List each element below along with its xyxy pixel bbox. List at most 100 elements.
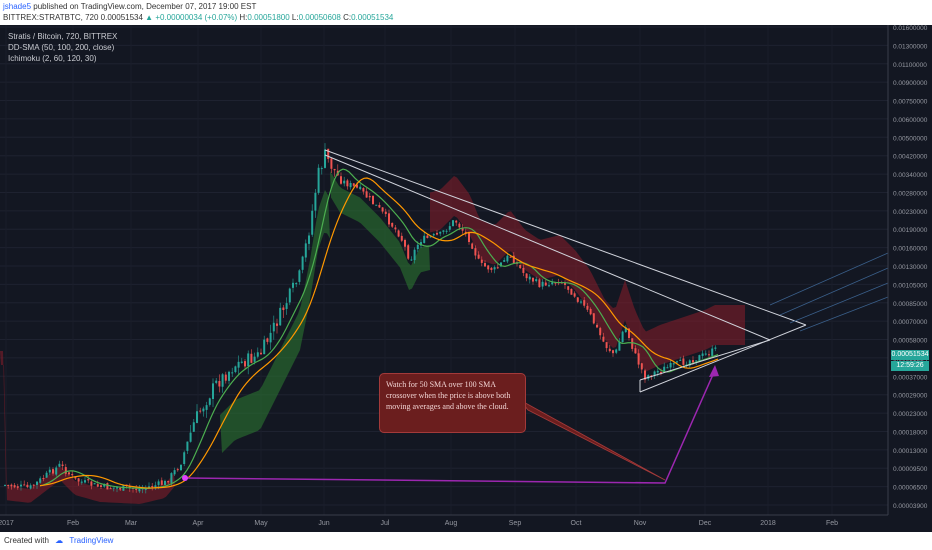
price-tick-label: 0.00900000 <box>893 80 928 87</box>
candle-body <box>362 188 365 192</box>
candle-body <box>288 288 291 303</box>
candle-body <box>205 405 208 410</box>
candle-body <box>448 226 451 230</box>
price-tick-label: 0.00029000 <box>893 393 928 400</box>
candle-body <box>455 220 458 223</box>
candle-body <box>368 196 371 198</box>
candle-body <box>32 484 35 486</box>
candle-body <box>36 481 38 485</box>
price-tick-label: 0.00190000 <box>893 227 928 234</box>
candle-body <box>231 372 234 374</box>
candle-body <box>160 480 163 485</box>
candle-body <box>672 363 675 365</box>
tradingview-logo-icon[interactable]: ☁ <box>55 536 64 545</box>
candle-body <box>586 305 589 310</box>
candle-body <box>628 328 630 339</box>
current-price-tag: 0.00051534 <box>891 350 929 360</box>
candle-body <box>221 374 224 387</box>
time-tick-label: Aug <box>445 520 458 527</box>
price-tick-label: 0.00009500 <box>893 466 928 473</box>
candle-body <box>282 307 285 311</box>
candle-body <box>173 470 176 475</box>
candle-body <box>157 481 160 485</box>
candle-body <box>445 230 448 232</box>
candle-body <box>87 479 90 481</box>
candle-body <box>26 484 29 488</box>
candle-body <box>468 232 470 243</box>
high-value: 0.00051800 <box>247 13 290 22</box>
ohlc-line: BITTREX:STRATBTC, 720 0.00051534 ▲ +0.00… <box>3 13 393 22</box>
price-tick-label: 0.01300000 <box>893 43 928 50</box>
price-tick-label: 0.00006500 <box>893 485 928 492</box>
candle-body <box>103 484 106 487</box>
time-tick-label: Feb <box>67 520 79 527</box>
time-tick-label: Jul <box>381 520 390 527</box>
candle-body <box>442 230 445 232</box>
candle-body <box>599 328 602 336</box>
candle-body <box>544 282 547 286</box>
candle-body <box>55 467 58 475</box>
candle-body <box>493 267 496 270</box>
candle-body <box>352 183 355 186</box>
price-tick-label: 0.00340000 <box>893 172 928 179</box>
candle-body <box>20 484 22 487</box>
candle-body <box>631 338 634 349</box>
candle-body <box>343 180 346 184</box>
candle-body <box>554 282 557 284</box>
candle-body <box>458 223 461 228</box>
candle-body <box>608 348 611 352</box>
candle-body <box>189 432 192 442</box>
candle-body <box>16 486 19 488</box>
inner-bottom-line <box>639 339 771 381</box>
candle-body <box>183 452 186 465</box>
candle-body <box>295 282 298 285</box>
candle-body <box>509 256 512 258</box>
chart-area[interactable]: 0.01600000 0.01300000 0.01100000 0.00900000… <box>0 25 932 532</box>
chart-canvas[interactable]: 0.01600000 0.01300000 0.01100000 0.00900000… <box>0 25 932 532</box>
candle-body <box>653 371 656 376</box>
candle-body <box>234 366 237 373</box>
time-tick-label: Mar <box>125 520 138 527</box>
created-label: Created with <box>4 536 49 545</box>
candle-body <box>269 332 272 343</box>
candle-body <box>480 259 483 263</box>
arrow-head-icon <box>709 365 719 377</box>
time-tick-label: Oct <box>571 520 582 527</box>
candle-body <box>285 303 288 309</box>
candle-body <box>621 331 624 343</box>
candle-body <box>276 323 278 326</box>
tradingview-link[interactable]: TradingView <box>69 536 114 545</box>
legend-ichimoku[interactable]: Ichimoku (2, 60, 120, 30) <box>8 54 97 63</box>
candle-body <box>474 248 477 256</box>
candle-body <box>384 211 387 214</box>
ichimoku-cloud-bull <box>220 190 330 453</box>
candle-body <box>349 182 352 188</box>
candle-body <box>4 484 6 486</box>
candle-body <box>100 485 102 488</box>
legend-sma[interactable]: DD-SMA (50, 100, 200, close) <box>8 43 115 52</box>
candle-body <box>256 352 259 357</box>
candle-body <box>519 265 522 269</box>
candle-body <box>45 472 48 478</box>
candle-body <box>676 361 678 363</box>
author-link[interactable]: jshade5 <box>3 2 32 11</box>
candle-body <box>439 231 442 234</box>
candle-body <box>471 243 474 249</box>
candle-body <box>340 176 342 184</box>
candle-body <box>688 360 691 366</box>
candle-body <box>135 488 138 490</box>
price-tick-label: 0.00003900 <box>893 503 928 510</box>
candle-body <box>93 483 96 485</box>
annotation-callout[interactable]: Watch for 50 SMA over 100 SMA crossover … <box>379 373 526 433</box>
candle-body <box>666 367 669 369</box>
candle-body <box>68 472 70 475</box>
candle-body <box>388 213 390 225</box>
candle-body <box>212 383 214 400</box>
candle-body <box>695 360 698 362</box>
symbol-label: BITTREX:STRATBTC, 720 <box>3 13 99 22</box>
candle-body <box>522 267 525 273</box>
candle-body <box>432 234 435 236</box>
candle-body <box>669 363 672 368</box>
candle-body <box>644 370 646 380</box>
time-tick-label: 2018 <box>760 520 776 527</box>
